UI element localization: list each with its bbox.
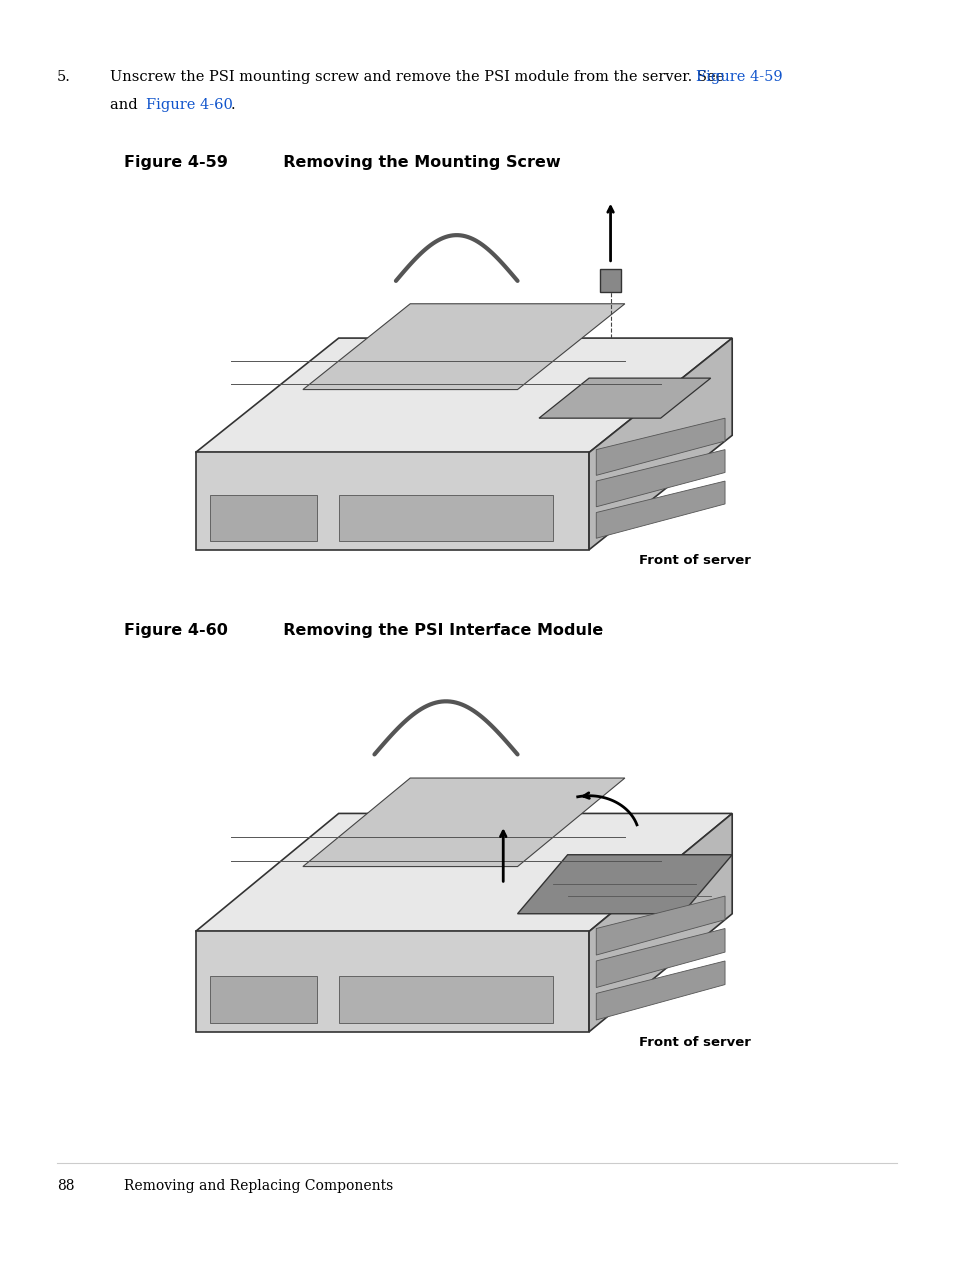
- Polygon shape: [517, 855, 732, 914]
- Polygon shape: [589, 338, 732, 549]
- Polygon shape: [538, 379, 710, 418]
- Bar: [338, 976, 553, 1023]
- Polygon shape: [303, 778, 624, 867]
- Polygon shape: [596, 929, 724, 988]
- Text: .: .: [231, 98, 235, 112]
- Text: Figure 4-60: Figure 4-60: [124, 623, 228, 638]
- Polygon shape: [195, 452, 589, 549]
- Text: Front of server: Front of server: [639, 1036, 750, 1050]
- Polygon shape: [596, 961, 724, 1019]
- Polygon shape: [195, 338, 732, 452]
- Text: and: and: [110, 98, 142, 112]
- Text: Removing and Replacing Components: Removing and Replacing Components: [124, 1179, 393, 1193]
- Polygon shape: [596, 480, 724, 538]
- Text: Figure 4-59: Figure 4-59: [124, 155, 228, 170]
- Polygon shape: [596, 450, 724, 507]
- Polygon shape: [195, 813, 732, 932]
- Polygon shape: [589, 813, 732, 1032]
- Polygon shape: [596, 418, 724, 475]
- Text: 5.: 5.: [57, 70, 71, 84]
- Text: Figure 4-59: Figure 4-59: [696, 70, 782, 84]
- Text: Removing the Mounting Screw: Removing the Mounting Screw: [272, 155, 560, 170]
- Polygon shape: [303, 304, 624, 389]
- Text: 88: 88: [57, 1179, 74, 1193]
- Text: Removing the PSI Interface Module: Removing the PSI Interface Module: [272, 623, 602, 638]
- Text: Unscrew the PSI mounting screw and remove the PSI module from the server. See: Unscrew the PSI mounting screw and remov…: [110, 70, 728, 84]
- Polygon shape: [195, 932, 589, 1032]
- Text: Front of server: Front of server: [639, 554, 750, 567]
- Bar: [210, 976, 317, 1023]
- Bar: [599, 269, 620, 292]
- Bar: [210, 496, 317, 541]
- Bar: [338, 496, 553, 541]
- Text: Figure 4-60: Figure 4-60: [146, 98, 233, 112]
- Polygon shape: [596, 896, 724, 955]
